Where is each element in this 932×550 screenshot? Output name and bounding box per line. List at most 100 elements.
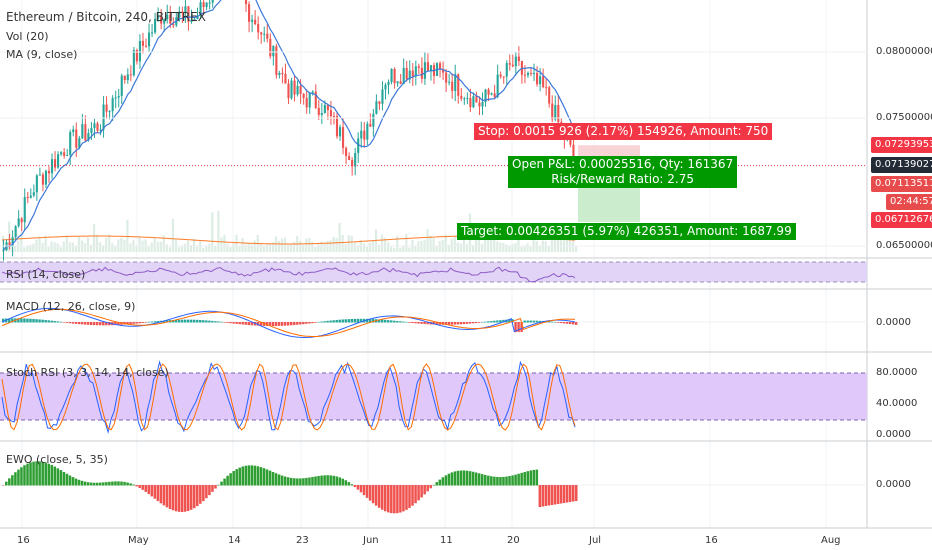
candle-body [411,70,414,77]
volume-bar [20,232,23,252]
ewo-bar [165,485,169,508]
macd-histogram-bar [102,322,105,326]
ewo-bar [62,471,66,486]
ewo-bar [371,485,375,504]
volume-bar [550,238,553,252]
candle-body [466,98,469,100]
ewo-bar [235,469,238,486]
time-tick-0: 16 [17,535,30,546]
ewo-bar [214,485,217,489]
volume-bar [326,241,329,252]
candle-body [99,129,102,131]
ewo-bar [562,485,566,503]
ewo-bar [465,470,469,486]
candle-body [296,85,299,95]
stoch-0-tick: 0.0000 [876,429,911,440]
macd-histogram-bar [529,320,532,323]
ewo-bar [429,485,432,489]
macd-legend[interactable]: MACD (12, 26, close, 9) [6,300,136,313]
candle-body [445,72,448,83]
ma-legend[interactable]: MA (9, close) [6,48,78,61]
candle-body [126,74,129,81]
ewo-bar [229,473,232,486]
candle-body [402,67,405,84]
stoch-k-line [1,360,576,435]
macd-histogram-bar [350,318,354,323]
macd-histogram-bar [150,321,153,323]
ewo-bar [29,462,32,486]
ewo-bar [402,485,405,512]
candle-body [72,129,75,133]
candle-body [272,46,275,57]
stoch-legend[interactable]: Stoch RSI (3, 3, 14, 14, close) [6,366,169,379]
volume-legend[interactable]: Vol (20) [6,30,49,43]
volume-bar [244,244,247,252]
macd-histogram-bar [283,322,287,326]
macd-histogram-bar [496,320,499,323]
ewo-bar [535,469,539,486]
ewo-bar [144,485,148,492]
candle-body [35,175,38,193]
candle-body [308,92,311,108]
ewo-bar [17,469,20,486]
ewo-bar [450,472,454,486]
candle-body [60,152,63,155]
volume-bar [89,244,93,252]
ewo-legend[interactable]: EWO (close, 5, 35) [6,453,108,466]
volume-bar [293,241,296,252]
candle-body [211,0,214,3]
macd-histogram-bar [165,320,169,323]
ewo-bar [159,485,163,504]
rsi-legend[interactable]: RSI (14, close) [6,268,86,281]
macd-histogram-bar [259,322,263,326]
macd-histogram-bar [271,322,275,327]
ewo-bar [484,474,487,486]
macd-histogram-bar [132,322,135,324]
candle-body [284,73,287,84]
ewo-bar [541,485,545,507]
volume-bar [377,244,381,252]
candle-body [384,84,387,90]
target-label[interactable]: Target: 0.00426351 (5.97%) 426351, Amoun… [457,223,796,240]
volume-bar [168,247,171,252]
volume-bar [77,236,81,252]
macd-histogram-bar [571,322,575,325]
ewo-bar [326,475,329,486]
macd-histogram-bar [484,321,487,323]
candle-body [496,74,499,97]
candle-body [487,89,490,95]
candle-body [26,196,29,198]
macd-histogram-bar [314,322,317,323]
volume-bar [280,238,284,252]
stop-loss-label[interactable]: Stop: 0.0015 926 (2.17%) 154926, Amount:… [474,123,773,140]
open-pl-label[interactable]: Open P&L: 0.00025516, Qty: 161367 Risk/R… [508,156,738,188]
volume-bar [44,235,47,252]
volume-bar [65,235,68,252]
candle-body [254,19,257,24]
macd-histogram-bar [35,319,38,323]
candle-body [8,242,11,247]
ewo-bar [174,485,178,512]
candle-body [557,105,560,122]
macd-histogram-bar [532,320,535,323]
volume-bar [477,236,481,252]
candle-body [154,18,157,33]
volume-bar [147,246,150,252]
macd-histogram-bar [74,322,78,324]
ewo-bar [262,468,266,486]
ewo-bar [283,476,287,486]
macd-histogram-bar [499,320,502,323]
candle-body [548,87,551,104]
volume-bar [396,235,399,252]
volume-bar [429,235,432,252]
macd-histogram-bar [508,319,511,323]
macd-histogram-bar [247,322,250,326]
ewo-bar [232,471,235,486]
candle-body [75,129,78,148]
macd-histogram-bar [371,319,375,323]
ewo-bar [523,472,526,486]
macd-histogram-bar [199,320,202,323]
ewo-bar [438,479,442,486]
macd-histogram-bar [459,322,463,325]
